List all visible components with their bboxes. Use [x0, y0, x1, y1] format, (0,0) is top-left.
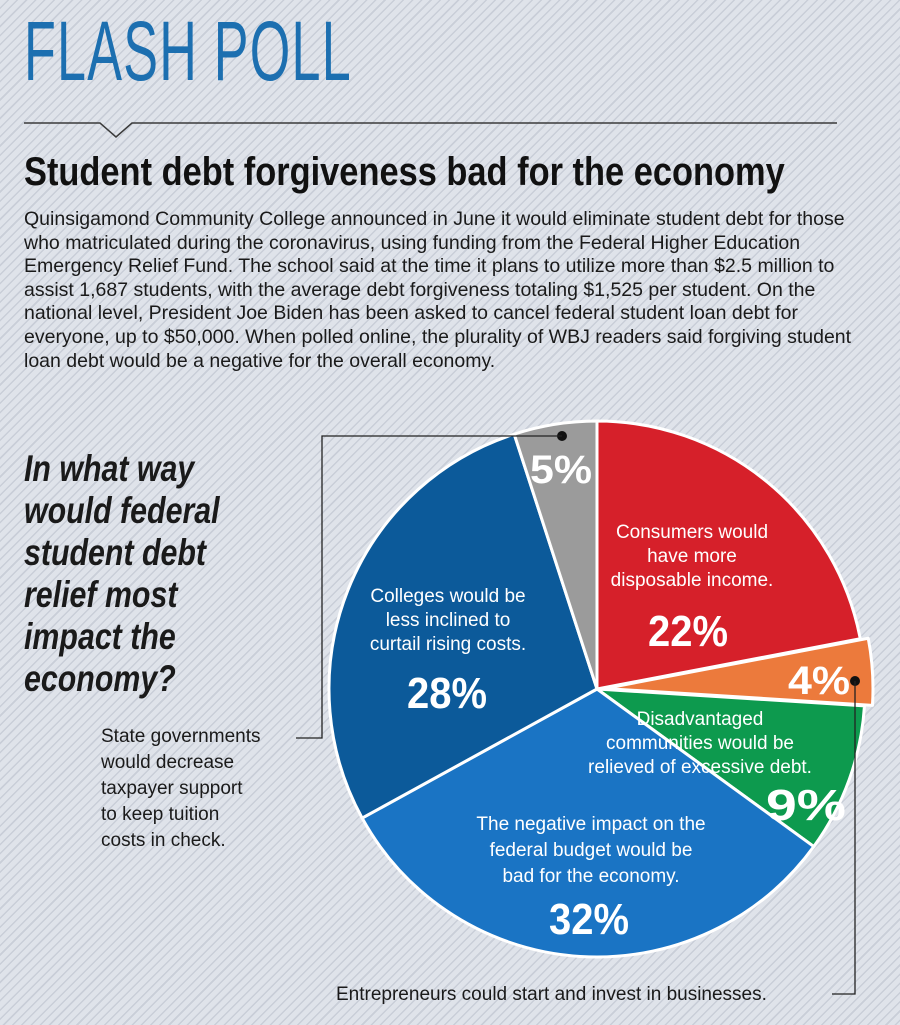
- slice-description-label: disposable income.: [611, 570, 774, 591]
- leader-line-entrepreneurs: [832, 681, 856, 995]
- slice-labels: 22% 4% 9% 32% 28% 5% Consumers would have more d…: [370, 448, 850, 944]
- pie-slice: [327, 432, 599, 820]
- callout-leaders: [296, 431, 860, 995]
- slice-description-label: bad for the economy.: [502, 866, 679, 887]
- pie-slices: [327, 419, 875, 959]
- slice-description-label: Consumers would: [616, 522, 768, 543]
- pie-slice: [512, 419, 599, 691]
- slice-percent-label: 22%: [648, 607, 728, 656]
- pie-slice: [595, 687, 866, 849]
- slice-percent-label: 32%: [549, 895, 629, 944]
- slice-percent-label: 28%: [407, 669, 487, 718]
- headline: Student debt forgiveness bad for the eco…: [24, 150, 785, 194]
- brand-title: FLASH POLL: [24, 4, 352, 98]
- slice-description-label: have more: [647, 546, 737, 567]
- pie-slice: [595, 419, 862, 691]
- slice-description-label: communities would be: [606, 733, 794, 754]
- slice-percent-label: 4%: [788, 659, 850, 703]
- header-rule: [24, 122, 837, 138]
- slice-description-label: The negative impact on the: [476, 814, 705, 835]
- slice-description-label: relieved of excessive debt.: [588, 757, 812, 778]
- slice-description-label: Disadvantaged: [637, 709, 764, 730]
- leader-line-state-governments: [296, 435, 562, 739]
- callout-entrepreneurs: Entrepreneurs could start and invest in …: [336, 984, 767, 1005]
- slice-percent-label: 5%: [530, 448, 592, 492]
- callout-state-governments: State governments would decrease taxpaye…: [101, 726, 261, 851]
- slice-description-label: Colleges would be: [370, 586, 525, 607]
- pie-slice: [603, 636, 875, 707]
- chart-question: In what way would federal student debt r…: [24, 448, 220, 699]
- pie-slice: [360, 687, 816, 959]
- slice-percent-label: 9%: [766, 781, 846, 830]
- slice-description-label: curtail rising costs.: [370, 634, 526, 655]
- slice-description-label: less inclined to: [386, 610, 511, 631]
- intro-paragraph: Quinsigamond Community College announced…: [24, 208, 852, 372]
- slice-description-label: federal budget would be: [490, 840, 693, 861]
